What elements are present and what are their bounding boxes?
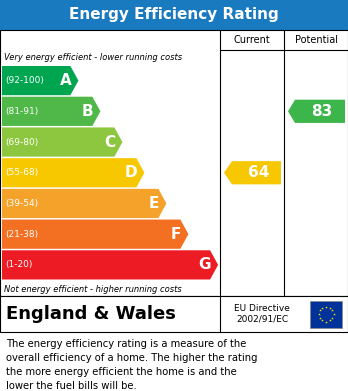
Polygon shape <box>2 189 166 218</box>
Text: G: G <box>199 257 211 273</box>
Polygon shape <box>2 97 101 126</box>
Polygon shape <box>2 158 144 187</box>
Text: England & Wales: England & Wales <box>6 305 176 323</box>
Text: Energy Efficiency Rating: Energy Efficiency Rating <box>69 7 279 23</box>
Bar <box>0 30 348 296</box>
Polygon shape <box>2 220 188 249</box>
Text: (69-80): (69-80) <box>5 138 38 147</box>
Polygon shape <box>2 66 78 95</box>
Text: 64: 64 <box>248 165 269 180</box>
Text: Current: Current <box>234 35 270 45</box>
Text: (92-100): (92-100) <box>5 76 44 85</box>
Text: (1-20): (1-20) <box>5 260 32 269</box>
Text: (81-91): (81-91) <box>5 107 38 116</box>
Text: (21-38): (21-38) <box>5 230 38 239</box>
Polygon shape <box>288 100 345 123</box>
Polygon shape <box>224 161 281 185</box>
Text: Very energy efficient - lower running costs: Very energy efficient - lower running co… <box>4 54 182 63</box>
Text: (39-54): (39-54) <box>5 199 38 208</box>
Text: Potential: Potential <box>294 35 338 45</box>
Text: The energy efficiency rating is a measure of the
overall efficiency of a home. T: The energy efficiency rating is a measur… <box>6 339 258 391</box>
Text: B: B <box>82 104 93 119</box>
Bar <box>310 301 342 328</box>
Text: C: C <box>104 135 116 149</box>
Text: A: A <box>60 73 71 88</box>
Text: F: F <box>171 227 181 242</box>
Polygon shape <box>2 127 122 157</box>
Bar <box>0 0 348 30</box>
Polygon shape <box>2 250 218 280</box>
Text: 83: 83 <box>311 104 333 119</box>
Text: Not energy efficient - higher running costs: Not energy efficient - higher running co… <box>4 285 182 294</box>
Bar <box>0 296 348 332</box>
Text: E: E <box>149 196 159 211</box>
Text: (55-68): (55-68) <box>5 168 38 177</box>
Text: EU Directive
2002/91/EC: EU Directive 2002/91/EC <box>234 304 290 324</box>
Text: D: D <box>125 165 137 180</box>
